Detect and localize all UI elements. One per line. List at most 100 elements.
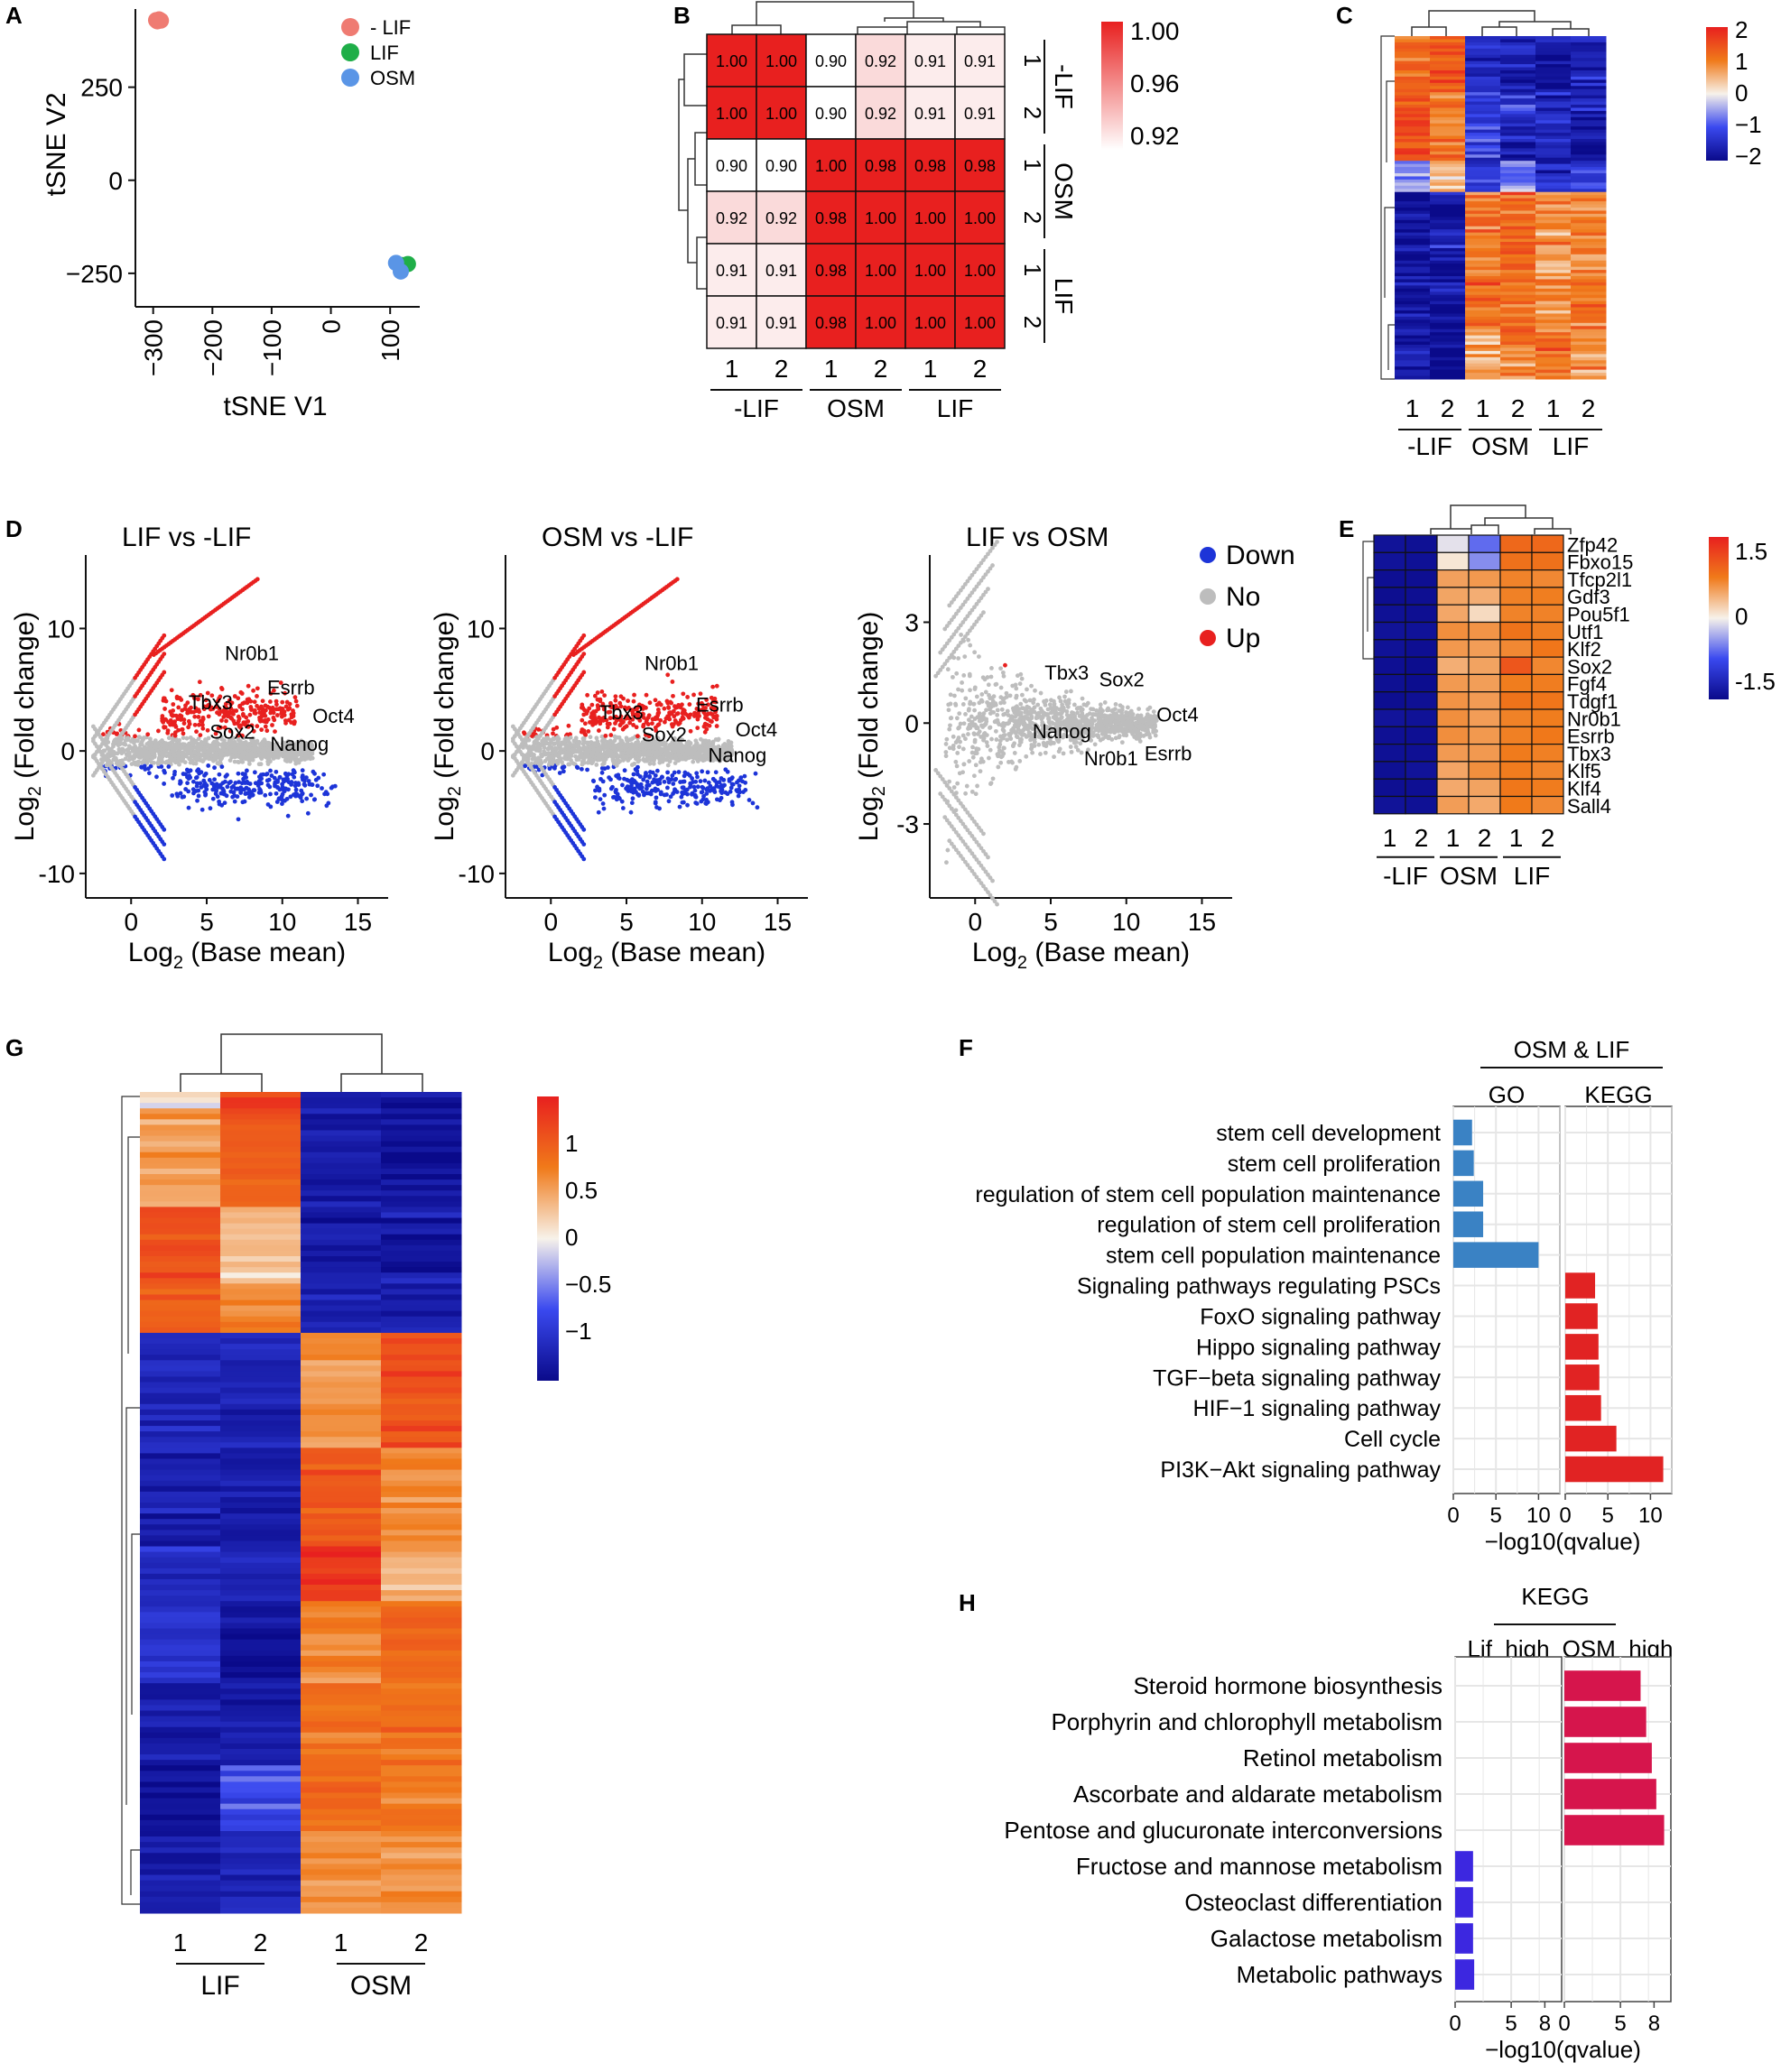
panel-c-heat-cell xyxy=(1395,170,1431,174)
panel-d-point xyxy=(580,705,585,710)
panel-c-heat-cell xyxy=(1571,316,1607,320)
panel-c-heat-cell xyxy=(1500,142,1536,146)
panel-d-point xyxy=(231,711,236,717)
panel-d-point xyxy=(613,694,618,699)
panel-d-point xyxy=(285,753,291,758)
panel-d-point xyxy=(698,779,703,784)
panel-b-row-replicate: 1 xyxy=(1019,159,1046,171)
panel-d-point xyxy=(305,810,311,816)
panel-c-heat-cell xyxy=(1430,276,1466,280)
panel-d-point xyxy=(170,793,175,798)
panel-d-point xyxy=(611,726,617,732)
panel-c-heat-cell xyxy=(1430,273,1466,277)
panel-d-xtick-label: 15 xyxy=(344,908,372,936)
panel-b-correlation: 1.00 1.00 0.90 0.92 0.91 0.911.00 1.00 0.90 0.92… xyxy=(678,1,1180,422)
panel-d-point xyxy=(249,793,255,798)
panel-c-heat-cell xyxy=(1571,366,1607,371)
panel-d-point xyxy=(658,791,663,797)
panel-d-point xyxy=(236,733,241,738)
panel-c-heat-cell xyxy=(1430,64,1466,69)
panel-d-point xyxy=(601,806,607,811)
panel-d-point xyxy=(259,754,264,759)
panel-d-point xyxy=(294,703,300,708)
panel-c-heat-cell xyxy=(1465,170,1501,174)
panel-c-heat-cell xyxy=(1571,123,1607,127)
panel-c-heat-cell xyxy=(1535,48,1572,52)
panel-c-heat-cell xyxy=(1535,95,1572,99)
panel-c-heat-cell xyxy=(1430,310,1466,314)
panel-d-point xyxy=(588,735,593,740)
panel-c-heat-cell xyxy=(1571,354,1607,358)
panel-b-cell xyxy=(706,295,757,349)
panel-d-point xyxy=(722,782,727,788)
panel-c-heat-cell xyxy=(1465,101,1501,106)
panel-d-point xyxy=(682,754,688,760)
panel-c-heat-cell xyxy=(1395,291,1431,296)
panel-d-point xyxy=(212,777,217,782)
panel-d-point xyxy=(297,740,302,745)
panel-d-point xyxy=(249,708,254,712)
panel-d-point xyxy=(268,743,274,747)
panel-d-point xyxy=(240,707,245,712)
panel-c-heat-cell xyxy=(1571,273,1607,277)
panel-c-heat-cell xyxy=(1430,45,1466,50)
panel-d-point xyxy=(247,712,253,717)
panel-d-point xyxy=(611,795,616,800)
panel-d-point xyxy=(199,807,205,812)
panel-d-point xyxy=(205,727,210,733)
panel-c-heat-cell xyxy=(1535,369,1572,374)
panel-c-heat-cell xyxy=(1500,45,1536,50)
panel-c-heat-cell xyxy=(1500,213,1536,217)
panel-d-point xyxy=(172,757,177,762)
panel-d-point xyxy=(178,791,183,796)
panel-c-heat-cell xyxy=(1465,70,1501,74)
panel-c-heat-cell xyxy=(1535,135,1572,140)
panel-d-point xyxy=(251,743,256,748)
panel-c-heat-cell xyxy=(1500,67,1536,71)
panel-d-point xyxy=(219,718,224,723)
panel-c-heat-cell xyxy=(1500,198,1536,202)
panel-c-heat-cell xyxy=(1571,313,1607,318)
panel-c-heat-cell xyxy=(1500,251,1536,255)
panel-d-point xyxy=(185,781,190,786)
panel-c-heat-cell xyxy=(1465,375,1501,380)
panel-c-heat-cell xyxy=(1465,363,1501,367)
panel-c-heat-cell xyxy=(1395,110,1431,115)
panel-d-point xyxy=(240,772,246,776)
panel-c-heat-cell xyxy=(1535,54,1572,59)
panel-d-point xyxy=(555,735,561,740)
panel-c-heat-cell xyxy=(1500,129,1536,134)
panel-c-heat-cell xyxy=(1395,139,1431,143)
panel-d-point xyxy=(247,762,252,766)
panel-c-heat-cell xyxy=(1430,120,1466,125)
panel-d-point xyxy=(202,754,207,759)
panel-d-point xyxy=(302,782,308,788)
panel-c-heat-cell xyxy=(1500,154,1536,159)
panel-d-point xyxy=(180,726,185,732)
panel-c-heat-cell xyxy=(1500,260,1536,264)
panel-c-colorbar-label: −1 xyxy=(1735,111,1762,138)
panel-d-point xyxy=(702,778,708,783)
panel-d-point xyxy=(291,710,296,716)
panel-d-point xyxy=(655,711,661,716)
panel-c-heat-cell xyxy=(1395,345,1431,348)
panel-c-heat-cell xyxy=(1395,120,1431,125)
panel-c-heat-cell xyxy=(1395,95,1431,99)
panel-c-heat-cell xyxy=(1395,151,1431,155)
panel-d-ytick-label: 0 xyxy=(60,737,75,765)
panel-d-point xyxy=(121,749,126,754)
panel-c-heat-cell xyxy=(1430,182,1466,187)
panel-d-point xyxy=(693,779,699,784)
panel-c-heat-cell xyxy=(1430,266,1466,271)
panel-d-point xyxy=(238,689,244,695)
panel-c-heat-cell xyxy=(1500,270,1536,274)
panel-c-heat-cell xyxy=(1465,245,1501,249)
panel-a-xtick-label: 100 xyxy=(376,319,404,362)
panel-c-heat-cell xyxy=(1500,247,1536,252)
panel-c-heat-cell xyxy=(1571,251,1607,255)
panel-d-point xyxy=(172,772,177,777)
panel-c-heat-cell xyxy=(1430,114,1466,118)
panel-c-heat-cell xyxy=(1395,354,1431,358)
panel-d-point xyxy=(247,753,253,758)
